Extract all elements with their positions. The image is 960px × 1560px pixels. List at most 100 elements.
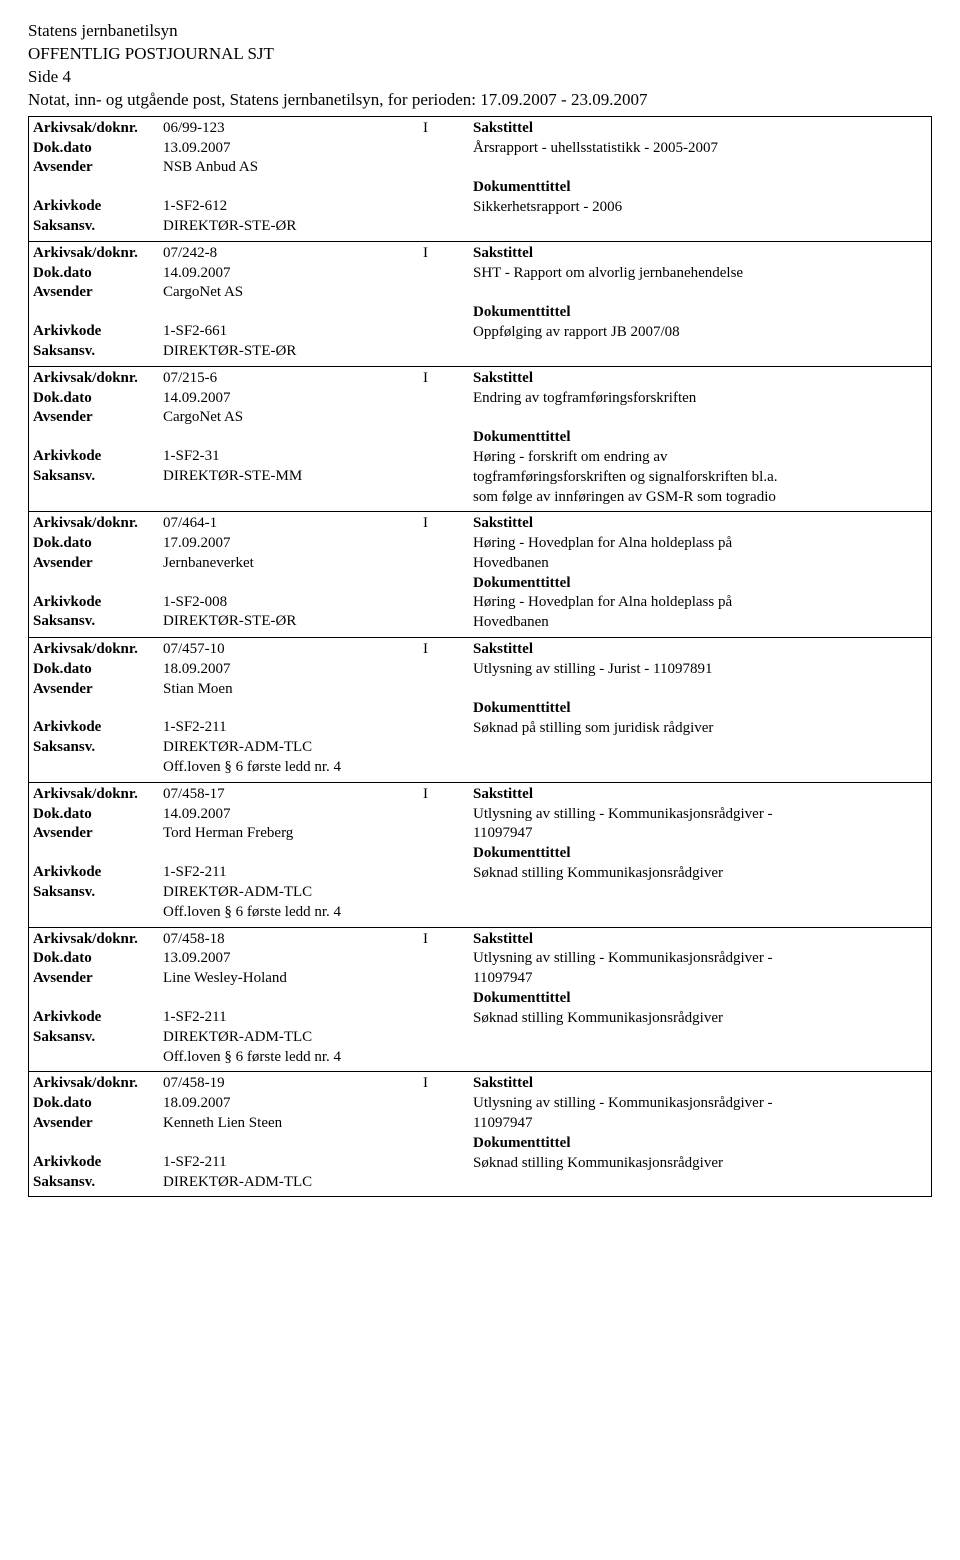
field-label: Dok.dato bbox=[33, 805, 163, 825]
extra-text: Off.loven § 6 første ledd nr. 4 bbox=[163, 903, 423, 923]
field-label: Saksansv. bbox=[33, 1173, 163, 1193]
entry-left-block: Arkivsak/doknr.07/464-1IDok.dato17.09.20… bbox=[33, 514, 473, 633]
doc-type: I bbox=[423, 1074, 473, 1094]
field-label bbox=[33, 178, 163, 197]
field-value: Stian Moen bbox=[163, 680, 423, 700]
spacer bbox=[473, 283, 927, 303]
sakstittel-text: SHT - Rapport om alvorlig jernbanehendel… bbox=[473, 264, 927, 284]
sakstittel-label: Sakstittel bbox=[473, 785, 927, 805]
doc-type bbox=[423, 680, 473, 700]
sakstittel-text: Utlysning av stilling - Kommunikasjonsrå… bbox=[473, 1094, 927, 1114]
doc-type bbox=[423, 1134, 473, 1153]
field-label: Saksansv. bbox=[33, 217, 163, 237]
spacer bbox=[473, 408, 927, 428]
entry-row: AvsenderStian Moen bbox=[33, 680, 473, 700]
entry-row bbox=[33, 989, 473, 1008]
sakstittel-text: 11097947 bbox=[473, 824, 927, 844]
field-label: Avsender bbox=[33, 824, 163, 844]
entry-row: AvsenderLine Wesley-Holand bbox=[33, 969, 473, 989]
field-value bbox=[163, 428, 423, 447]
doc-type bbox=[423, 699, 473, 718]
journal-entry: Arkivsak/doknr.07/458-17IDok.dato14.09.2… bbox=[29, 783, 931, 928]
field-value bbox=[163, 699, 423, 718]
field-label: Dok.dato bbox=[33, 264, 163, 284]
field-value bbox=[163, 1134, 423, 1153]
field-value: CargoNet AS bbox=[163, 283, 423, 303]
field-label bbox=[33, 574, 163, 593]
spacer bbox=[473, 680, 927, 700]
doc-type: I bbox=[423, 119, 473, 139]
entry-row bbox=[33, 699, 473, 718]
field-value bbox=[163, 574, 423, 593]
doktittel-text: Høring - Hovedplan for Alna holdeplass p… bbox=[473, 593, 927, 613]
field-value: DIREKTØR-STE-ØR bbox=[163, 217, 423, 237]
field-value: 14.09.2007 bbox=[163, 389, 423, 409]
field-label: Avsender bbox=[33, 158, 163, 178]
sakstittel-text: Endring av togframføringsforskriften bbox=[473, 389, 927, 409]
field-value: 1-SF2-31 bbox=[163, 447, 423, 467]
field-label bbox=[33, 844, 163, 863]
journal-entry: Arkivsak/doknr.07/464-1IDok.dato17.09.20… bbox=[29, 512, 931, 638]
doc-type bbox=[423, 139, 473, 159]
field-value: Jernbaneverket bbox=[163, 554, 423, 574]
entry-row: Arkivkode1-SF2-211 bbox=[33, 1008, 473, 1028]
doc-type: I bbox=[423, 369, 473, 389]
entry-row: Dok.dato17.09.2007 bbox=[33, 534, 473, 554]
doc-type bbox=[423, 217, 473, 237]
entry-row: Arkivkode1-SF2-211 bbox=[33, 1153, 473, 1173]
entry-row: Arkivsak/doknr.07/458-18I bbox=[33, 930, 473, 950]
entry-row: Saksansv.DIREKTØR-ADM-TLC bbox=[33, 1028, 473, 1048]
doc-type bbox=[423, 158, 473, 178]
doc-type bbox=[423, 805, 473, 825]
doktittel-text: Søknad på stilling som juridisk rådgiver bbox=[473, 719, 927, 739]
doc-type bbox=[423, 969, 473, 989]
field-label: Arkivkode bbox=[33, 197, 163, 217]
entry-left-block: Arkivsak/doknr.07/458-19IDok.dato18.09.2… bbox=[33, 1074, 473, 1192]
doc-type bbox=[423, 322, 473, 342]
entry-row: Arkivsak/doknr.07/215-6I bbox=[33, 369, 473, 389]
org-name: Statens jernbanetilsyn bbox=[28, 20, 932, 43]
doktittel-label: Dokumenttittel bbox=[473, 1134, 927, 1154]
field-value: CargoNet AS bbox=[163, 408, 423, 428]
field-value: 1-SF2-211 bbox=[163, 863, 423, 883]
doc-type bbox=[423, 534, 473, 554]
doktittel-text: togframføringsforskriften og signalforsk… bbox=[473, 468, 927, 488]
entry-row: Dok.dato14.09.2007 bbox=[33, 264, 473, 284]
field-value: 1-SF2-612 bbox=[163, 197, 423, 217]
entry-right-block: SakstittelUtlysning av stilling - Kommun… bbox=[473, 785, 927, 923]
field-value: DIREKTØR-STE-MM bbox=[163, 467, 423, 487]
field-label: Saksansv. bbox=[33, 1028, 163, 1048]
field-value: 1-SF2-008 bbox=[163, 593, 423, 613]
sakstittel-text: Utlysning av stilling - Kommunikasjonsrå… bbox=[473, 805, 927, 825]
period-line: Notat, inn- og utgående post, Statens je… bbox=[28, 89, 932, 112]
entry-row: Saksansv.DIREKTØR-ADM-TLC bbox=[33, 883, 473, 903]
field-value: 18.09.2007 bbox=[163, 1094, 423, 1114]
extra-text: Off.loven § 6 første ledd nr. 4 bbox=[163, 1048, 423, 1068]
sakstittel-label: Sakstittel bbox=[473, 119, 927, 139]
doc-type bbox=[423, 428, 473, 447]
entry-right-block: SakstittelEndring av togframføringsforsk… bbox=[473, 369, 927, 508]
entry-row: Arkivkode1-SF2-31 bbox=[33, 447, 473, 467]
field-label: Arkivsak/doknr. bbox=[33, 514, 163, 534]
field-label: Saksansv. bbox=[33, 738, 163, 758]
field-value: 1-SF2-211 bbox=[163, 1153, 423, 1173]
sakstittel-label: Sakstittel bbox=[473, 244, 927, 264]
entry-extra-row: Off.loven § 6 første ledd nr. 4 bbox=[33, 758, 473, 778]
field-label bbox=[33, 758, 163, 778]
field-label: Arkivsak/doknr. bbox=[33, 785, 163, 805]
field-label: Saksansv. bbox=[33, 467, 163, 487]
field-label: Saksansv. bbox=[33, 883, 163, 903]
doc-type bbox=[423, 554, 473, 574]
entry-row: AvsenderJernbaneverket bbox=[33, 554, 473, 574]
field-label: Arkivkode bbox=[33, 322, 163, 342]
field-value: 07/457-10 bbox=[163, 640, 423, 660]
doc-type bbox=[423, 758, 473, 778]
doc-type bbox=[423, 883, 473, 903]
field-label: Dok.dato bbox=[33, 949, 163, 969]
field-value: 1-SF2-661 bbox=[163, 322, 423, 342]
field-label: Dok.dato bbox=[33, 389, 163, 409]
extra-text: Off.loven § 6 første ledd nr. 4 bbox=[163, 758, 423, 778]
doc-type bbox=[423, 989, 473, 1008]
entry-row: Arkivkode1-SF2-211 bbox=[33, 863, 473, 883]
doc-type bbox=[423, 660, 473, 680]
